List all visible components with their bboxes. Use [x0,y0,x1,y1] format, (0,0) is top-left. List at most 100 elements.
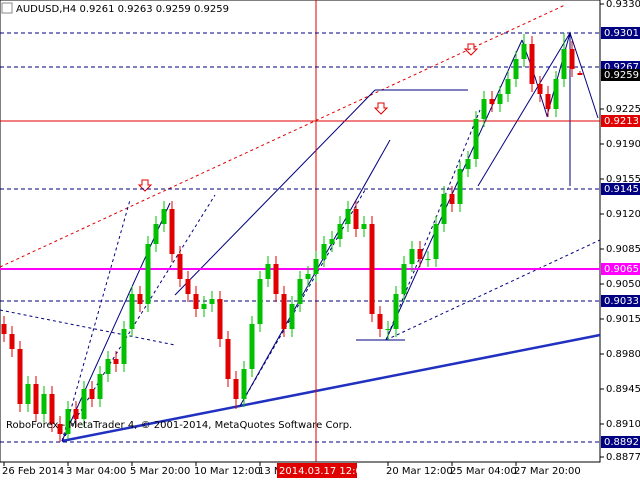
candle-body [169,209,175,254]
candle-body [57,424,63,434]
level-box [601,183,640,195]
candle-body [537,84,543,94]
candle-body [129,294,135,329]
candle-body [305,274,311,279]
candle-body [545,94,551,109]
fan-line [61,202,171,442]
candle-body [73,409,79,419]
level-box [601,436,640,448]
candle-body [49,394,55,424]
candle-body [257,279,263,324]
candle-body [145,244,151,304]
candle-body [217,299,223,339]
channel-line [0,4,566,268]
y-tick-label: 0.8910 [606,419,640,430]
x-tick-label: 10 Mar 12:00 [194,466,261,477]
candle-body [81,389,87,419]
candle-body [409,249,415,264]
candle-body [449,194,455,204]
candle-body [153,224,159,244]
level-box [601,27,640,39]
candle-body [297,279,303,304]
candle-body [25,384,31,404]
candle-body [569,49,575,69]
fan-line [477,32,571,187]
candle-body [529,44,535,84]
candle-body [457,169,463,204]
level-label: 0.9033 [604,296,639,307]
candle-body [137,294,143,304]
candle-body [345,209,351,224]
candle-body [201,304,207,309]
crosshair-label: 2014.03.17 12:00 [279,466,368,477]
candle-body [513,59,519,79]
x-tick-label: 5 Mar 20:00 [130,466,190,477]
arrow-icon [463,43,479,56]
candle-body [41,394,47,414]
x-tick-label: 25 Mar 04:00 [450,466,517,477]
level-label: 0.9145 [604,184,639,195]
trend-line [61,333,601,443]
level-label: 0.9065 [604,264,639,275]
candle-body [233,379,239,399]
candle-body [9,334,15,349]
arrow-icon [373,102,389,115]
candle-body [337,224,343,239]
y-tick-label: 0.9085 [606,244,640,255]
candle-body [329,239,335,244]
candle-body [425,259,431,260]
candle-body [121,329,127,364]
candle-body [185,279,191,294]
candle-body [353,209,359,229]
level-label: 0.8892 [604,437,639,448]
candle-body [433,224,439,259]
candle-body [497,94,503,104]
y-tick-label: 0.9155 [606,174,640,185]
candle-body [481,99,487,119]
y-tick-label: 0.9330 [606,0,640,10]
candle-body [313,259,319,274]
candle-body [177,254,183,279]
candle-body [401,264,407,294]
candle-body [489,99,495,104]
level-box [601,263,640,275]
candle-body [225,339,231,379]
fan-line [61,194,216,442]
level-label: 0.9301 [604,28,639,39]
level-box [601,115,640,127]
candle-body [473,119,479,159]
candle-body [465,159,471,169]
candle-body [193,294,199,309]
level-box [601,295,640,307]
candle-body [369,224,375,314]
y-tick-label: 0.9015 [606,314,640,325]
candle-body [441,194,447,224]
level-box [601,69,640,81]
candle-body [273,264,279,294]
fan-line [174,89,376,296]
candle-body [1,324,7,334]
candle-body [393,294,399,329]
candle-body [97,374,103,399]
level-label: 0.9259 [604,70,639,81]
y-tick-label: 0.9050 [606,279,640,290]
candle-body [241,369,247,399]
y-tick-label: 0.8877 [606,452,640,463]
candle-body [65,409,71,434]
symbol-icon [1,2,13,14]
candle-body [377,314,383,329]
candle-body [521,44,527,59]
x-tick-label: 26 Feb 2014 [2,466,64,477]
candle-body [33,384,39,414]
x-tick-label: 3 Mar 04:00 [66,466,126,477]
x-tick-label: 27 Mar 20:00 [514,466,581,477]
y-tick-label: 0.9190 [606,139,640,150]
arrow-icon [137,179,153,192]
candle-body [17,349,23,404]
y-tick-label: 0.9120 [606,209,640,220]
candle-body [553,79,559,109]
candle-body [89,389,95,399]
level-label: 0.9267 [604,62,639,73]
y-tick-label: 0.9225 [606,104,640,115]
